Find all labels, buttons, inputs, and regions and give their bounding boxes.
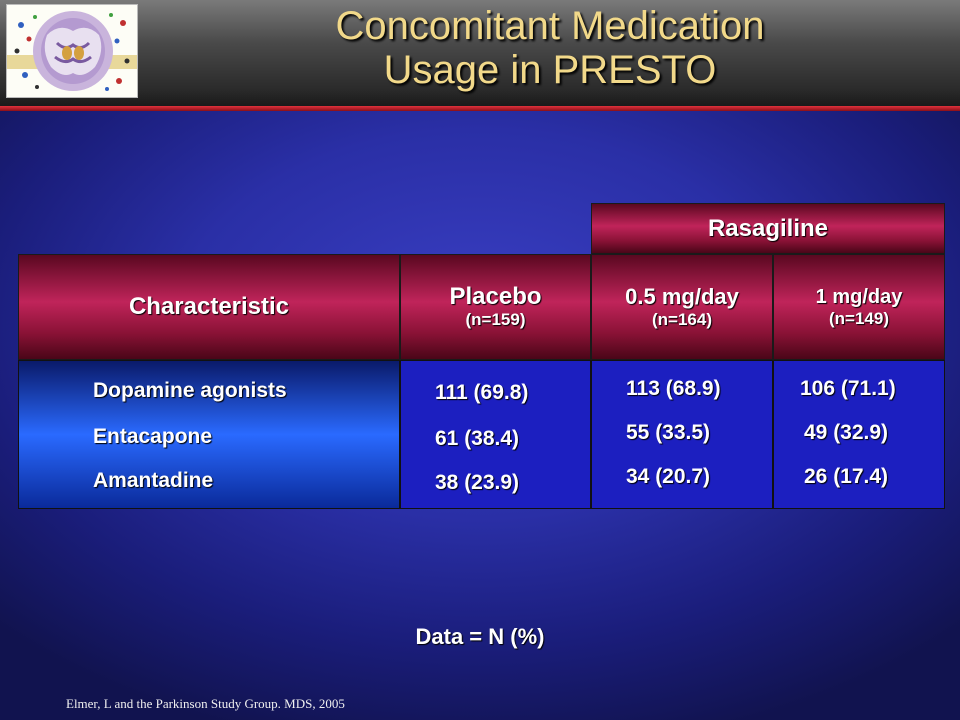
title-line-1: Concomitant Medication bbox=[335, 4, 765, 48]
dose-05-dopamine: 113 (68.9) bbox=[626, 377, 721, 400]
dose-1-n: (n=149) bbox=[829, 309, 889, 328]
title-bar bbox=[0, 0, 960, 106]
characteristic-body: Dopamine agonists Entacapone Amantadine bbox=[18, 360, 400, 509]
dose-05-entacapone: 55 (33.5) bbox=[626, 421, 711, 444]
slide-title: Concomitant Medication Usage in PRESTO bbox=[150, 4, 950, 92]
title-divider bbox=[0, 106, 960, 111]
dose-05-label: 0.5 mg/day bbox=[625, 284, 739, 309]
column-header-placebo: Placebo (n=159) bbox=[400, 254, 591, 360]
brain-scan-logo-icon bbox=[6, 4, 138, 98]
row-label-dopamine: Dopamine agonists bbox=[93, 379, 287, 402]
rasagiline-label: Rasagiline bbox=[707, 214, 829, 242]
characteristic-label: Characteristic bbox=[128, 293, 290, 320]
placebo-label: Placebo bbox=[449, 283, 542, 310]
column-header-characteristic: Characteristic bbox=[18, 254, 400, 360]
placebo-n: (n=159) bbox=[465, 310, 526, 329]
dose-1-entacapone: 49 (32.9) bbox=[804, 421, 889, 444]
column-header-dose-1: 1 mg/day (n=149) bbox=[773, 254, 945, 360]
dose-1-label: 1 mg/day bbox=[815, 286, 903, 308]
column-header-dose-05: 0.5 mg/day (n=164) bbox=[591, 254, 773, 360]
row-label-entacapone: Entacapone bbox=[93, 425, 213, 448]
placebo-body: 111 (69.8) 61 (38.4) 38 (23.9) bbox=[400, 360, 591, 509]
placebo-amantadine: 38 (23.9) bbox=[435, 471, 520, 494]
data-footnote: Data = N (%) bbox=[415, 624, 545, 649]
placebo-dopamine: 111 (69.8) bbox=[435, 381, 529, 404]
placebo-entacapone: 61 (38.4) bbox=[435, 427, 520, 450]
dose-05-n: (n=164) bbox=[652, 310, 712, 329]
title-line-2: Usage in PRESTO bbox=[383, 48, 717, 92]
dose-05-body: 113 (68.9) 55 (33.5) 34 (20.7) bbox=[591, 360, 773, 509]
dose-1-dopamine: 106 (71.1) bbox=[800, 377, 896, 400]
dose-05-amantadine: 34 (20.7) bbox=[626, 465, 711, 488]
rasagiline-group-header: Rasagiline bbox=[591, 203, 945, 254]
dose-1-amantadine: 26 (17.4) bbox=[804, 465, 889, 488]
dose-1-body: 106 (71.1) 49 (32.9) 26 (17.4) bbox=[773, 360, 945, 509]
row-label-amantadine: Amantadine bbox=[93, 469, 214, 492]
citation: Elmer, L and the Parkinson Study Group. … bbox=[66, 696, 345, 711]
